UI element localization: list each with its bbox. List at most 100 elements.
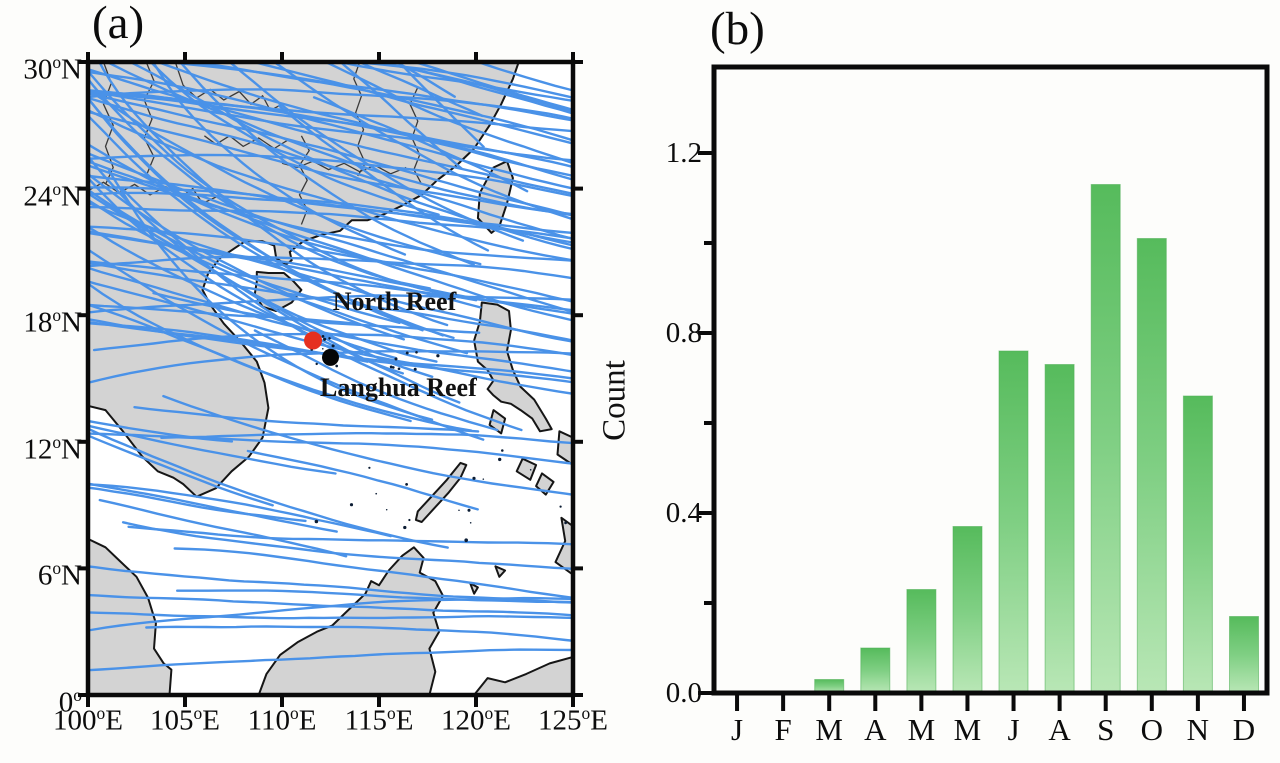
typhoon-track <box>88 70 573 190</box>
typhoon-track <box>88 225 398 360</box>
month-label-4: M <box>907 712 936 747</box>
typhoon-track <box>88 483 392 538</box>
islet-speck <box>405 351 409 355</box>
typhoon-track <box>151 62 407 256</box>
typhoon-track <box>88 248 485 441</box>
month-label-10: N <box>1186 712 1210 747</box>
lat-label-30: 30oN <box>23 52 82 86</box>
lon-label-120: 120oE <box>441 703 511 737</box>
islet-speck <box>331 344 335 348</box>
typhoon-track <box>88 225 573 303</box>
typhoon-track <box>356 62 484 118</box>
islet-speck <box>335 364 339 368</box>
typhoon-track <box>162 394 573 496</box>
typhoon-track <box>88 110 573 216</box>
bar-A-3 <box>860 647 891 694</box>
chart-frame <box>711 64 1270 696</box>
month-label-6: J <box>1007 712 1020 747</box>
islet-speck <box>349 503 354 507</box>
typhoon-track <box>88 318 573 380</box>
landmass-3 <box>88 537 173 695</box>
islet-speck <box>472 476 476 480</box>
islet-speck <box>529 469 532 471</box>
islet-speck <box>385 509 388 511</box>
month-label-1: F <box>774 712 792 747</box>
typhoon-track <box>410 62 573 112</box>
typhoon-track <box>88 294 573 314</box>
typhoon-track <box>154 62 573 178</box>
y-axis-title: Count <box>596 360 633 441</box>
landmass-12 <box>469 582 479 595</box>
typhoon-track <box>88 114 444 337</box>
bar-J-6 <box>998 350 1029 694</box>
typhoon-track <box>127 525 573 546</box>
typhoon-track <box>104 62 573 217</box>
typhoon-track <box>88 266 573 373</box>
map-ticks <box>78 52 583 707</box>
reef-marker-1 <box>322 348 339 366</box>
typhoon-track <box>133 406 480 433</box>
typhoon-track <box>160 432 573 445</box>
lat-label-24: 24oN <box>23 178 82 213</box>
islet-speck <box>328 337 331 340</box>
typhoon-track <box>121 521 573 570</box>
islet-speck <box>482 478 485 480</box>
typhoon-track <box>173 547 573 600</box>
islet-speck <box>403 525 407 530</box>
typhoon-track <box>88 88 573 120</box>
bar-O-9 <box>1136 238 1167 694</box>
typhoon-track <box>342 62 573 100</box>
islet-speck <box>413 367 417 371</box>
typhoon-track <box>322 62 573 165</box>
typhoon-track <box>88 77 432 290</box>
lon-label-110: 110oE <box>247 703 317 737</box>
islet-speck <box>498 457 502 462</box>
typhoon-track <box>373 62 573 115</box>
typhoon-track <box>88 229 482 309</box>
islet-speck <box>501 449 504 452</box>
islet-speck <box>467 508 471 512</box>
typhoon-track <box>88 90 573 162</box>
typhoon-track <box>88 434 274 507</box>
chart-ticks <box>698 151 1246 711</box>
islet-speck <box>375 492 378 495</box>
typhoon-track <box>88 160 573 322</box>
islet-speck <box>465 540 467 543</box>
bar-S-8 <box>1090 184 1121 694</box>
y-tick-label-0.4: 0.4 <box>665 497 702 529</box>
bar-M-5 <box>952 526 983 694</box>
islet-speck <box>559 505 562 508</box>
y-tick-label-0.0: 0.0 <box>665 677 702 709</box>
reef-marker-0 <box>304 331 323 350</box>
typhoon-track <box>88 89 573 181</box>
panel-b-label: (b) <box>710 3 765 55</box>
lon-label-115: 115oE <box>344 703 414 737</box>
typhoon-track <box>88 164 573 262</box>
typhoon-track <box>393 62 456 98</box>
typhoon-track <box>88 303 412 423</box>
typhoon-track <box>312 96 529 193</box>
typhoon-track <box>88 143 411 269</box>
landmass-8 <box>556 430 573 466</box>
bar-N-10 <box>1182 395 1213 694</box>
month-label-9: O <box>1140 712 1163 747</box>
typhoon-track <box>474 62 573 92</box>
islet-speck <box>408 518 411 522</box>
month-label-7: A <box>1048 712 1071 747</box>
islet-speck <box>321 335 325 338</box>
typhoon-track <box>88 611 573 620</box>
typhoon-track <box>179 62 573 142</box>
islet-speck <box>436 354 440 358</box>
landmass-9 <box>515 457 538 481</box>
islet-speck <box>405 483 408 486</box>
typhoon-track <box>88 261 573 342</box>
reef-label-1: Langhua Reef <box>320 373 477 403</box>
landmass-13 <box>494 565 507 578</box>
typhoon-track <box>88 280 573 395</box>
islet-speck <box>397 367 401 371</box>
typhoon-track <box>228 62 525 242</box>
islet-speck <box>564 521 567 525</box>
islet-speck <box>394 357 398 361</box>
